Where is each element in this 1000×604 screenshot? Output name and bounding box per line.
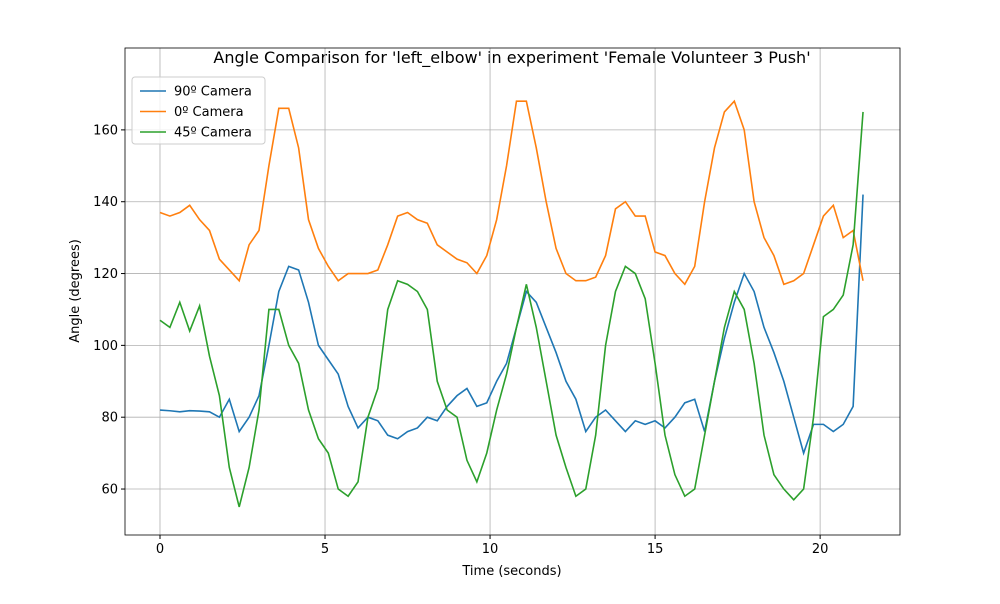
data-line	[159, 111, 864, 508]
x-axis-label: Time (seconds)	[461, 564, 561, 579]
legend-box	[131, 76, 266, 145]
x-tick-label: 15	[647, 542, 664, 557]
data-line	[159, 99, 864, 286]
y-tick-label: 160	[93, 123, 118, 138]
x-tick-label: 10	[482, 542, 499, 557]
y-tick-label: 140	[93, 195, 118, 210]
y-axis-label: Angle (degrees)	[68, 239, 83, 343]
x-tick-label: 0	[156, 542, 164, 557]
chart-title: Angle Comparison for 'left_elbow' in exp…	[213, 48, 810, 68]
data-line	[159, 194, 864, 456]
legend-label: 0º Camera	[174, 105, 244, 120]
y-tick-label: 60	[101, 483, 118, 498]
legend-label: 90º Camera	[174, 85, 252, 100]
y-tick-label: 80	[101, 411, 118, 426]
x-tick-label: 20	[812, 542, 829, 557]
x-tick-label: 5	[321, 542, 329, 557]
y-tick-label: 120	[93, 267, 118, 282]
legend-label: 45º Camera	[174, 126, 252, 141]
plot-frame	[124, 47, 901, 536]
y-tick-label: 100	[93, 339, 118, 354]
